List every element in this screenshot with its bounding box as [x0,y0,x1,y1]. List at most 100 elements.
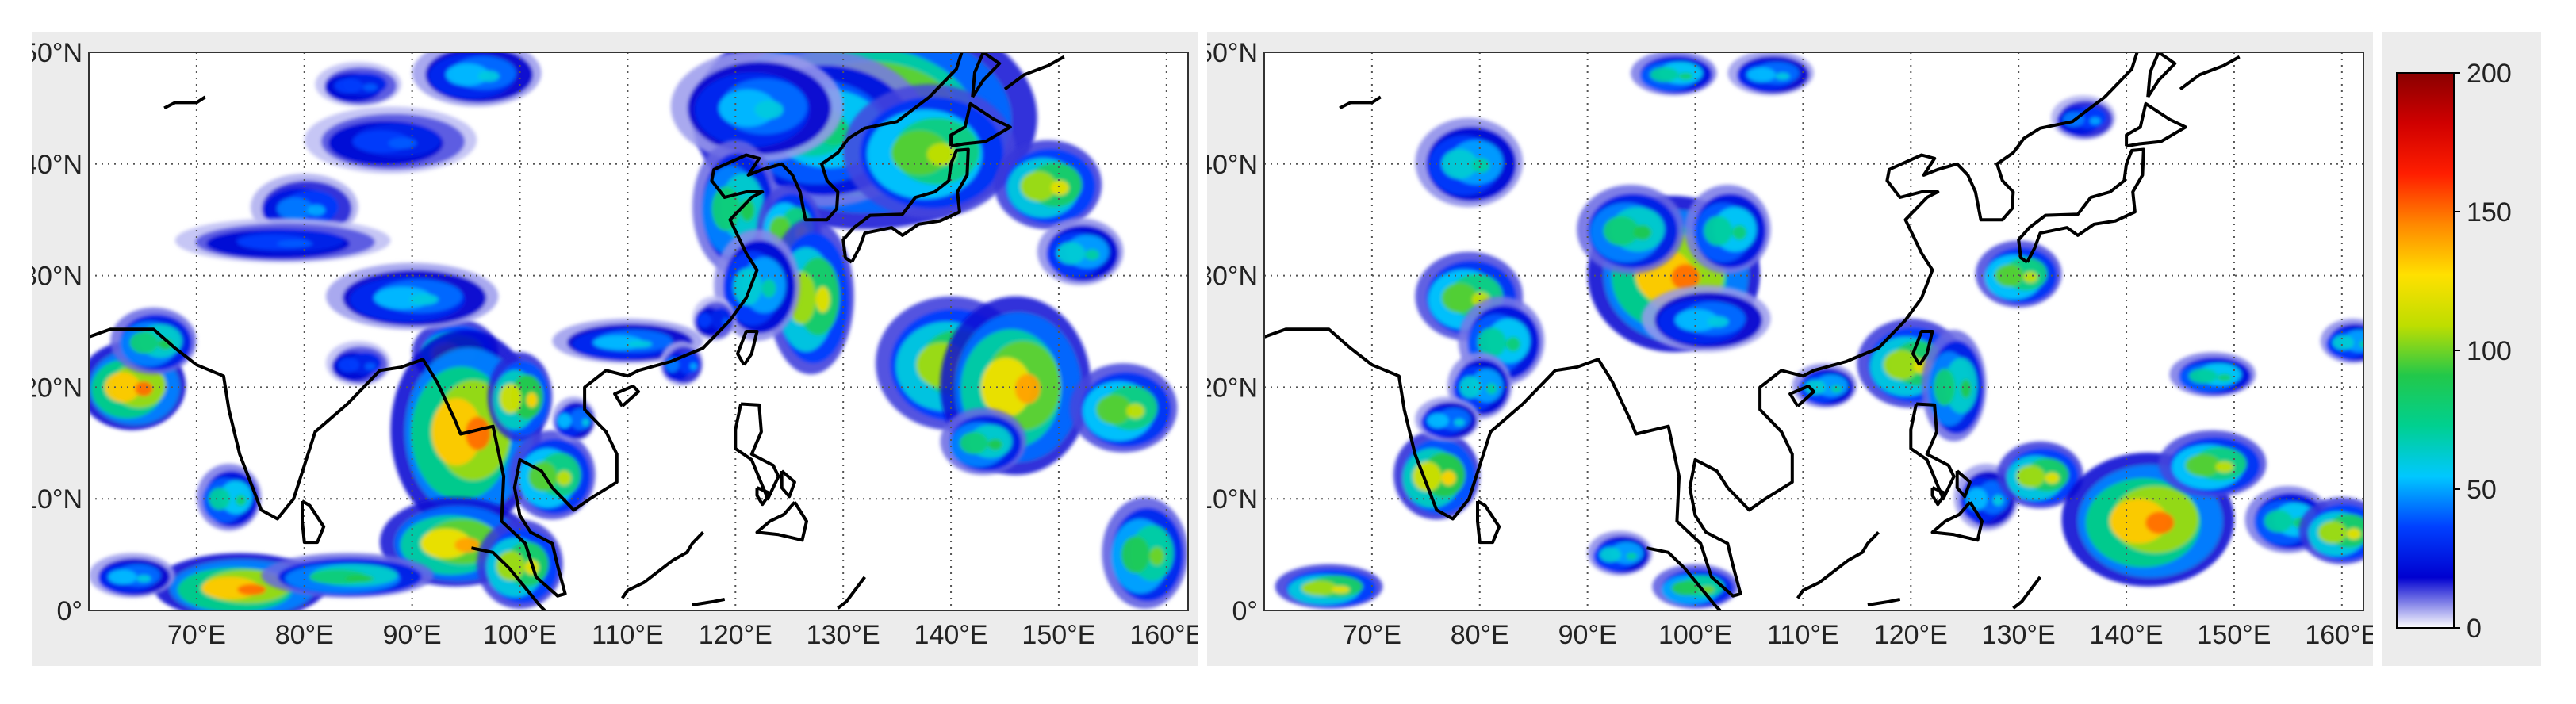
coastline [1930,486,1947,507]
precip-cell [1069,363,1178,453]
lat-tick-label: 0° [1232,596,1258,626]
precip-cell [315,62,402,107]
colorbar-tick-label: 0 [2467,614,2482,644]
colorbar-panel: 0 50 100 150 200 [2382,32,2541,666]
precip-cell [692,296,736,342]
precip-cell [2050,95,2116,140]
lat-tick-label: 30°N [1207,262,1258,292]
precipitation-map-left: 70°E 80°E 90°E 100°E 110°E 120°E 130°E 140°E 150… [32,38,1198,650]
precip-cell [2298,497,2363,564]
coastline [1867,597,1901,606]
coastline [1339,95,1382,110]
lon-tick-label: 70°E [167,620,226,650]
precip-cell [174,218,391,263]
colorbar-gradient [2396,72,2455,629]
colorbar-tick-label: 50 [2467,475,2497,505]
coastline [1909,402,1956,501]
coastline [1955,469,1972,499]
lat-tick-label: 20°N [1207,373,1258,403]
coastline [1003,55,1065,91]
precip-cell [325,341,391,386]
coastline [620,531,704,599]
lat-tick-label: 30°N [32,262,82,292]
precip-cell [2158,430,2267,498]
lon-tick-label: 80°E [1451,620,1509,650]
lon-tick-label: 140°E [2090,620,2164,650]
lon-tick-label: 150°E [1022,620,1095,650]
lon-tick-label: 160°E [1129,620,1198,650]
lat-tick-label: 40°N [32,150,82,180]
lon-tick-label: 110°E [1767,620,1838,650]
lat-tick-label: 50°N [1207,38,1258,68]
precip-cell [2169,352,2256,397]
map-panel-right: 70°E 80°E 90°E 100°E 110°E 120°E 130°E 140°E 150… [1207,32,2373,666]
map-frame [88,52,1189,611]
coastlines [1264,52,2241,610]
lon-tick-label: 110°E [592,620,663,650]
precip-cell [110,307,197,375]
precip-cell [1641,285,1771,353]
coastline [755,501,808,542]
lat-tick-label: 10°N [1207,484,1258,515]
precip-cell [1415,117,1524,208]
precip-cell [1975,240,2062,308]
coastline [163,95,206,110]
precip-cell [940,407,1027,476]
coastline [1930,501,1984,542]
coastlines [89,52,1065,610]
coastline [89,52,964,598]
coastline [734,402,780,501]
coastline [837,576,867,610]
colorbar: 0 50 100 150 200 [2396,59,2512,644]
precip-cell [412,52,542,107]
lon-tick-label: 100°E [1658,620,1732,650]
lat-tick-label: 20°N [32,373,82,403]
precip-cell [1587,530,1653,576]
lon-tick-label: 130°E [807,620,880,650]
precip-cell [508,430,596,520]
lat-tick-label: 0° [56,596,82,626]
lon-tick-label: 80°E [275,620,334,650]
lon-tick-label: 130°E [1982,620,2056,650]
map-panel-left: 70°E 80°E 90°E 100°E 110°E 120°E 130°E 140°E 150… [32,32,1198,666]
coastline [613,385,640,407]
coastline [2017,147,2145,264]
precip-cell [1415,396,1480,442]
colorbar-tick-label: 100 [2467,336,2512,366]
coastline [692,597,726,606]
lon-tick-label: 150°E [2197,620,2271,650]
precip-cell [196,463,262,531]
lon-tick-label: 160°E [2305,620,2373,650]
coastline [1911,330,1934,366]
coastline [841,147,970,264]
precip-cell [2320,318,2363,364]
precip-cell [1727,52,1814,96]
coastline [736,330,759,366]
coastline [301,499,326,545]
coastline [1646,546,1722,610]
coastline [470,546,546,610]
precip-cell [477,519,563,609]
precip-cell [1997,441,2083,509]
coastline [1476,499,1501,545]
precip-cell [843,84,1016,219]
coastline [1788,385,1815,407]
coastline [2179,55,2241,91]
precip-cell [325,262,499,331]
coastline [2125,101,2187,148]
colorbar-tick-label: 150 [2467,197,2512,228]
lon-tick-label: 90°E [383,620,442,650]
lon-tick-label: 90°E [1558,620,1617,650]
lon-tick-label: 100°E [483,620,557,650]
coastline [755,486,772,507]
precip-cell [1275,564,1383,610]
coastline [1264,52,2139,598]
precip-cell [994,140,1102,230]
colorbar-tick-label: 200 [2467,59,2512,89]
coastline [949,101,1012,148]
precip-cell [1102,497,1188,609]
precip-cell [304,106,477,174]
coastline [1796,531,1880,599]
coastline [2012,576,2042,610]
lat-tick-label: 50°N [32,38,82,68]
